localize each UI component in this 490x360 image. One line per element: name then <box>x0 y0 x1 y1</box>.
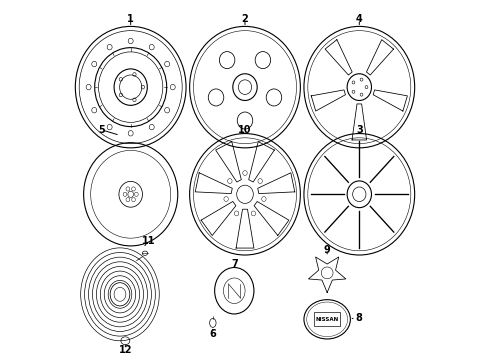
Text: 4: 4 <box>356 14 363 24</box>
Text: 10: 10 <box>238 125 252 135</box>
Text: 8: 8 <box>356 312 363 323</box>
Text: 6: 6 <box>210 329 216 339</box>
Text: 11: 11 <box>142 236 155 246</box>
Text: 5: 5 <box>99 125 105 135</box>
Text: 7: 7 <box>231 259 238 269</box>
Text: 12: 12 <box>119 345 132 355</box>
Text: 3: 3 <box>356 125 363 135</box>
Text: 1: 1 <box>127 14 134 24</box>
Text: 9: 9 <box>324 245 331 255</box>
Text: 2: 2 <box>242 14 248 24</box>
Text: NISSAN: NISSAN <box>316 317 339 322</box>
